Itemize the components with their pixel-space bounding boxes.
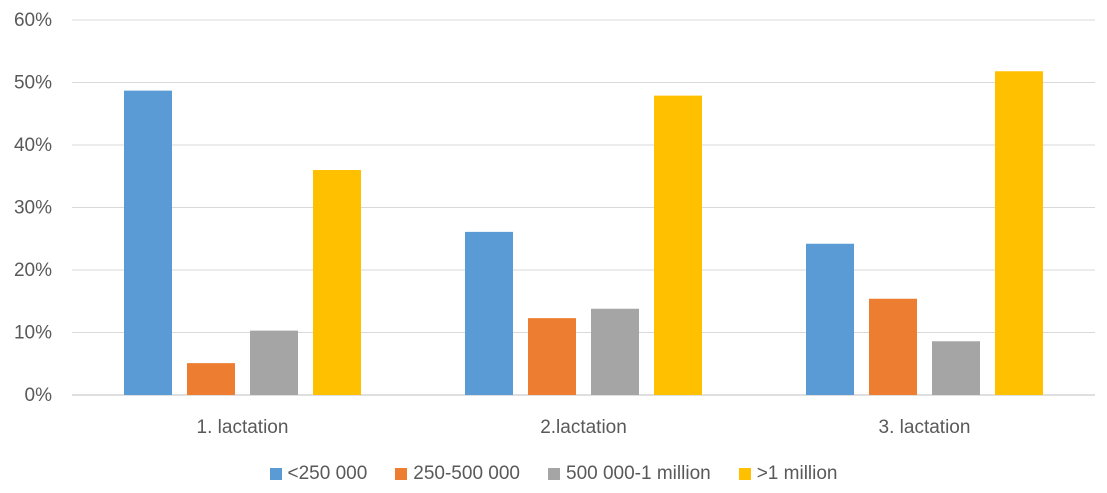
x-tick-label: 3. lactation	[879, 417, 971, 438]
y-tick-label: 50%	[14, 73, 52, 94]
bar	[654, 95, 702, 395]
legend-item: >1 million	[738, 463, 838, 485]
bar	[995, 71, 1043, 395]
legend-swatch	[548, 468, 560, 480]
bar	[806, 243, 854, 395]
legend-swatch	[269, 468, 282, 480]
bar	[465, 231, 513, 395]
bar	[528, 318, 576, 395]
gridlines	[72, 19, 1095, 396]
legend-label: <250 000	[287, 463, 368, 484]
legend-item: 500 000-1 million	[548, 463, 711, 485]
y-tick-label: 0%	[25, 385, 53, 406]
x-tick-label: 1. lactation	[197, 417, 289, 438]
legend-swatch	[738, 468, 751, 480]
y-axis-ticks: 0% 10% 20% 30% 40% 50% 60%	[14, 10, 52, 406]
bar	[313, 170, 361, 395]
bars	[124, 71, 1043, 395]
bar	[591, 308, 639, 395]
y-tick-label: 40%	[14, 135, 52, 156]
legend-item: 250-500 000	[395, 463, 520, 485]
legend-label: >1 million	[756, 463, 838, 484]
legend-label: 250-500 000	[413, 463, 520, 484]
legend-swatch	[395, 468, 408, 480]
bar	[250, 330, 298, 395]
bar	[187, 363, 235, 395]
y-tick-label: 20%	[14, 260, 52, 281]
legend: <250 000 250-500 000 500 000-1 million >1 m…	[0, 463, 1107, 485]
y-tick-label: 60%	[14, 10, 52, 31]
x-tick-label: 2.lactation	[540, 417, 627, 438]
x-axis-ticks: 1. lactation 2.lactation 3. lactation	[197, 417, 971, 438]
legend-item: <250 000	[269, 463, 368, 485]
bar	[869, 298, 917, 395]
bar	[932, 341, 980, 395]
y-tick-label: 30%	[14, 198, 52, 219]
legend-label: 500 000-1 million	[566, 463, 711, 484]
y-tick-label: 10%	[14, 323, 52, 344]
bar	[124, 90, 172, 395]
